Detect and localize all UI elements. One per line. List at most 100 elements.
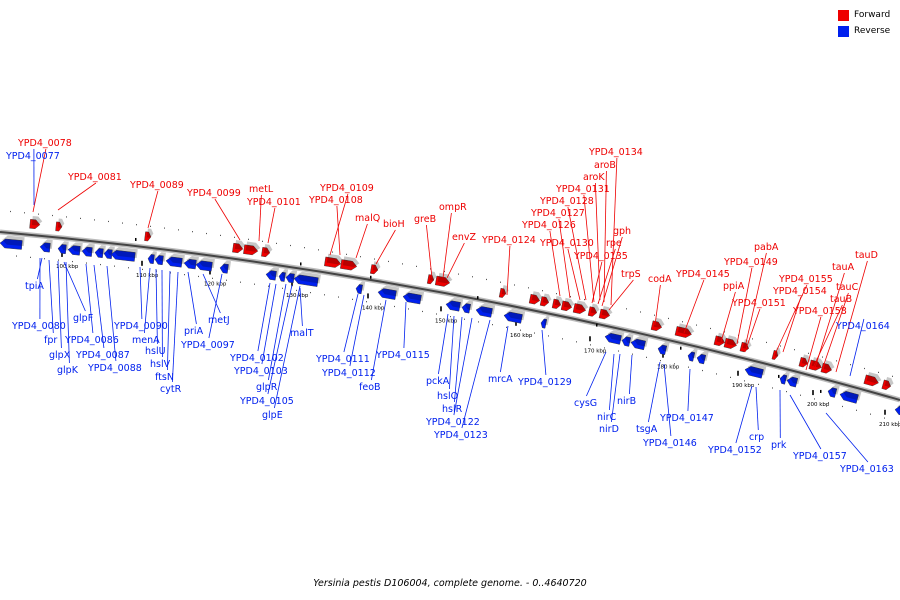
reverse-track-dot bbox=[30, 256, 31, 258]
forward-gene-arrow bbox=[739, 339, 752, 353]
forward-track-dot bbox=[850, 364, 851, 366]
forward-track-dot bbox=[682, 321, 683, 323]
scale-tick bbox=[737, 370, 739, 376]
svg-text:fpr: fpr bbox=[44, 335, 57, 346]
feature-marker bbox=[370, 275, 372, 279]
svg-text:malQ: malQ bbox=[355, 213, 380, 224]
svg-text:mrcA: mrcA bbox=[488, 374, 513, 385]
reverse-track-dot bbox=[156, 270, 157, 272]
reverse-gene-arrow bbox=[445, 297, 464, 312]
forward-track-dot bbox=[402, 263, 403, 265]
reverse-gene-arrow bbox=[293, 271, 321, 287]
reverse-gene-arrow bbox=[503, 308, 526, 324]
gene-label-cytr: cytR bbox=[160, 271, 182, 395]
gene-label-ypd4-0151: YPD4_0151 bbox=[731, 298, 786, 353]
forward-gene-arrow bbox=[243, 241, 261, 256]
figure-caption: Yersinia pestis D106004, complete genome… bbox=[313, 578, 587, 589]
svg-text:YPD4_0127: YPD4_0127 bbox=[530, 208, 585, 219]
svg-text:rpe: rpe bbox=[606, 238, 622, 249]
gene-label-ypd4-0115: YPD4_0115 bbox=[375, 301, 430, 361]
forward-track-dot bbox=[640, 311, 641, 313]
scale-tick-label: 120 kbp bbox=[204, 281, 227, 287]
gene-label-ypd4-0080: YPD4_0080 bbox=[11, 257, 66, 332]
reverse-track-dot bbox=[170, 272, 171, 274]
svg-text:cytR: cytR bbox=[160, 384, 182, 395]
gene-label-ypd4-0090: YPD4_0090 bbox=[113, 266, 168, 332]
forward-track-dot bbox=[752, 338, 753, 340]
svg-text:YPD4_0135: YPD4_0135 bbox=[573, 251, 628, 262]
svg-text:YPD4_0123: YPD4_0123 bbox=[433, 430, 488, 441]
reverse-track-dot bbox=[436, 313, 437, 315]
forward-gene-arrow bbox=[674, 323, 695, 338]
forward-track-dot bbox=[332, 251, 333, 253]
reverse-track-dot bbox=[450, 316, 451, 318]
reverse-track-dot bbox=[100, 263, 101, 266]
reverse-track-dot bbox=[702, 369, 703, 372]
svg-text:ppiA: ppiA bbox=[723, 281, 745, 292]
gene-label-tauc: tauC bbox=[821, 282, 859, 371]
reverse-track-dot bbox=[730, 376, 731, 378]
reverse-track-dot bbox=[800, 394, 801, 396]
forward-gene-arrow bbox=[261, 244, 273, 258]
reverse-track-dot bbox=[240, 281, 241, 283]
gene-label-hslv: hslV bbox=[150, 269, 171, 370]
reverse-track-dot bbox=[282, 287, 283, 289]
gene-label-ypd4-0130: YPD4_0130 bbox=[539, 238, 594, 301]
svg-text:feoB: feoB bbox=[359, 382, 381, 393]
gene-label-glpe: glpE bbox=[262, 285, 301, 421]
forward-gene-arrow bbox=[587, 303, 600, 317]
reverse-swatch bbox=[838, 25, 849, 37]
reverse-track-dot bbox=[44, 258, 45, 260]
reverse-gene-arrow bbox=[219, 260, 231, 274]
svg-text:YPD4_0130: YPD4_0130 bbox=[539, 238, 594, 249]
reverse-track-dot bbox=[520, 329, 521, 331]
forward-gene-arrow bbox=[539, 293, 552, 307]
svg-text:nirB: nirB bbox=[617, 396, 636, 407]
gene-label-tsga: tsgA bbox=[636, 361, 661, 435]
svg-text:crp: crp bbox=[749, 432, 764, 443]
reverse-track-dot bbox=[506, 326, 507, 328]
reverse-track-dot bbox=[72, 260, 73, 263]
forward-track-dot bbox=[234, 236, 235, 238]
reverse-gene-arrow bbox=[195, 257, 215, 272]
gene-label-rpe: rpe bbox=[597, 238, 622, 305]
forward-track-dot bbox=[10, 210, 11, 213]
svg-text:YPD4_0129: YPD4_0129 bbox=[517, 377, 572, 388]
forward-track-dot bbox=[416, 265, 417, 267]
svg-text:metL: metL bbox=[249, 184, 274, 195]
svg-text:YPD4_0128: YPD4_0128 bbox=[539, 196, 594, 207]
scale-tick bbox=[291, 281, 293, 287]
forward-track-dot bbox=[178, 229, 179, 231]
forward-track-dot bbox=[290, 244, 291, 247]
forward-gene-arrow bbox=[370, 261, 381, 275]
reverse-gene-arrow bbox=[657, 342, 670, 355]
forward-track-dot bbox=[80, 217, 81, 220]
svg-text:YPD4_0145: YPD4_0145 bbox=[675, 269, 730, 280]
forward-track-dot bbox=[220, 234, 221, 237]
forward-track-dot bbox=[206, 232, 207, 235]
reverse-track-dot bbox=[590, 344, 591, 346]
svg-text:YPD4_0124: YPD4_0124 bbox=[481, 235, 536, 246]
reverse-track-dot bbox=[198, 275, 199, 278]
forward-track-dot bbox=[150, 225, 151, 227]
scale-tick-label: 200 kbp bbox=[807, 402, 830, 408]
gene-label-malt: malT bbox=[290, 287, 314, 339]
svg-text:glpR: glpR bbox=[256, 382, 278, 393]
reverse-gene-arrow bbox=[621, 333, 634, 347]
reverse-track-dot bbox=[562, 338, 563, 340]
svg-text:ompR: ompR bbox=[439, 202, 467, 213]
reverse-gene-arrow bbox=[67, 242, 83, 256]
reverse-track-dot bbox=[632, 353, 633, 355]
gene-label-greb: greB bbox=[414, 214, 436, 279]
gene-label-paba: pabA bbox=[745, 242, 779, 344]
feature-marker bbox=[135, 237, 137, 241]
scale-tick-label: 140 kbp bbox=[362, 305, 385, 311]
reverse-track-dot bbox=[142, 268, 143, 271]
scale-tick bbox=[515, 320, 517, 326]
svg-text:YPD4_0149: YPD4_0149 bbox=[723, 257, 778, 268]
legend-item-reverse: Reverse bbox=[838, 24, 890, 38]
svg-text:glpF: glpF bbox=[73, 313, 93, 324]
forward-track-dot bbox=[360, 256, 361, 258]
gene-label-nird: nirD bbox=[599, 353, 621, 435]
scale-tick bbox=[884, 409, 886, 415]
